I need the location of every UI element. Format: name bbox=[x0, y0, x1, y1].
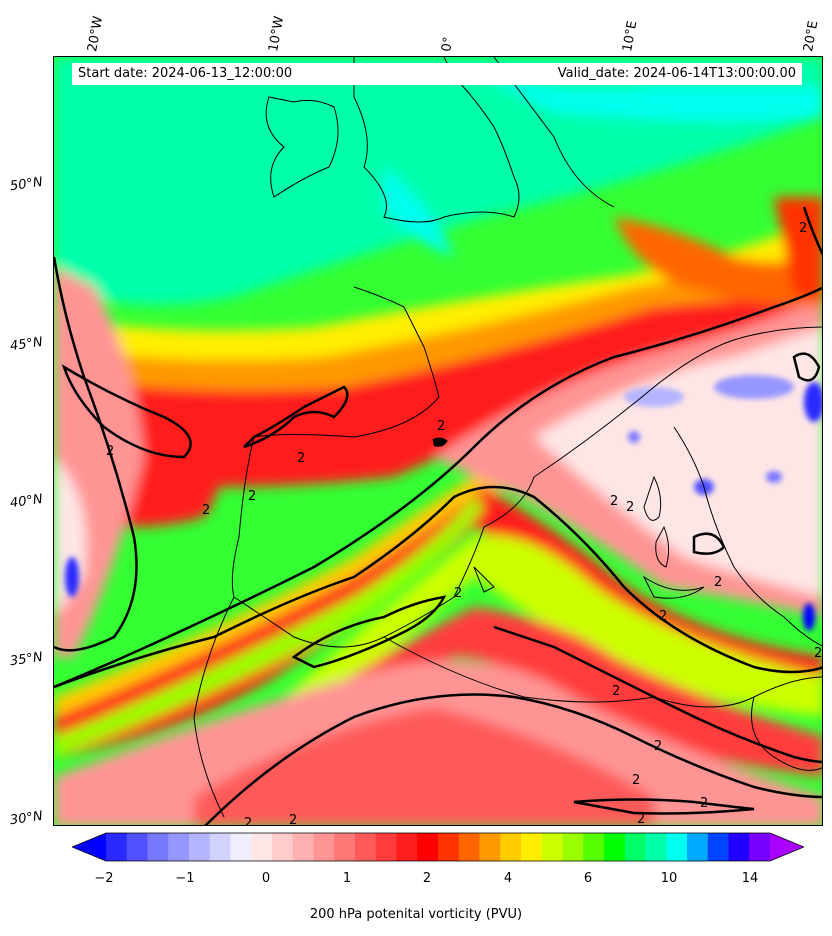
colorbar-cell bbox=[272, 833, 294, 861]
colorbar-cell bbox=[604, 833, 626, 861]
colorbar-cell bbox=[521, 833, 543, 861]
colorbar-cell bbox=[189, 833, 211, 861]
colorbar-extend-min bbox=[72, 833, 106, 861]
colorbar-cell bbox=[541, 833, 563, 861]
colorbar-cell bbox=[147, 833, 169, 861]
pv-field: 2 2 2 2 2 2 2 2 2 2 2 2 2 2 2 2 2 2 2 bbox=[54, 57, 822, 826]
colorbar-cell bbox=[749, 833, 771, 861]
colorbar-tick-4: 4 bbox=[503, 871, 513, 886]
colorbar-cell bbox=[562, 833, 584, 861]
colorbar-cell bbox=[126, 833, 148, 861]
colorbar-cell bbox=[209, 833, 231, 861]
colorbar-cell bbox=[458, 833, 480, 861]
pv-map: 2 2 2 2 2 2 2 2 2 2 2 2 2 2 2 2 2 2 2 bbox=[53, 56, 823, 826]
svg-text:2: 2 bbox=[202, 503, 210, 518]
lat-label-50n: 50°N bbox=[9, 174, 44, 195]
lon-label-20w: 20°W bbox=[85, 15, 107, 54]
colorbar-cells bbox=[72, 832, 804, 862]
colorbar-cell bbox=[313, 833, 335, 861]
svg-text:2: 2 bbox=[654, 739, 662, 754]
colorbar-cell bbox=[666, 833, 688, 861]
colorbar-cell bbox=[624, 833, 646, 861]
svg-text:2: 2 bbox=[632, 773, 640, 788]
svg-text:2: 2 bbox=[659, 609, 667, 624]
svg-text:2: 2 bbox=[799, 221, 807, 236]
colorbar-cell bbox=[251, 833, 273, 861]
colorbar-cell bbox=[396, 833, 418, 861]
colorbar-tick-2: 2 bbox=[422, 871, 432, 886]
colorbar bbox=[72, 832, 804, 862]
lon-label-10e: 10°E bbox=[620, 19, 641, 54]
svg-text:2: 2 bbox=[244, 816, 252, 826]
colorbar-label: 200 hPa potenital vorticity (PVU) bbox=[309, 907, 523, 922]
colorbar-extend-max bbox=[770, 833, 804, 861]
colorbar-cell bbox=[355, 833, 377, 861]
colorbar-cell bbox=[479, 833, 501, 861]
colorbar-cell bbox=[292, 833, 314, 861]
colorbar-tick-0: 0 bbox=[261, 871, 271, 886]
svg-text:2: 2 bbox=[297, 451, 305, 466]
colorbar-cell bbox=[334, 833, 356, 861]
colorbar-cell bbox=[438, 833, 460, 861]
svg-text:2: 2 bbox=[612, 684, 620, 699]
colorbar-cell bbox=[375, 833, 397, 861]
colorbar-tick-m2: −2 bbox=[94, 871, 114, 886]
colorbar-cell bbox=[168, 833, 190, 861]
contour-labels: 2 2 2 2 2 2 2 2 2 2 2 2 2 2 2 2 2 2 2 bbox=[106, 221, 822, 826]
colorbar-tick-6: 6 bbox=[583, 871, 593, 886]
colorbar-tick-10: 10 bbox=[660, 871, 678, 886]
pv-2-contours bbox=[54, 206, 822, 825]
colorbar-tick-1: 1 bbox=[342, 871, 352, 886]
lat-label-30n: 30°N bbox=[9, 808, 44, 829]
colorbar-cell bbox=[230, 833, 252, 861]
svg-text:2: 2 bbox=[700, 796, 708, 811]
colorbar-cell bbox=[583, 833, 605, 861]
svg-text:2: 2 bbox=[814, 646, 822, 661]
svg-text:2: 2 bbox=[637, 812, 645, 826]
svg-text:2: 2 bbox=[248, 489, 256, 504]
lat-label-45n: 45°N bbox=[9, 334, 44, 355]
lat-label-40n: 40°N bbox=[9, 491, 44, 512]
colorbar-cell bbox=[728, 833, 750, 861]
colorbar-outline bbox=[72, 832, 804, 862]
valid-date-text: Valid_date: 2024-06-14T13:00:00.00 bbox=[557, 66, 796, 81]
colorbar-cell bbox=[687, 833, 709, 861]
svg-text:2: 2 bbox=[626, 500, 634, 515]
colorbar-cell bbox=[106, 833, 128, 861]
svg-text:2: 2 bbox=[610, 494, 618, 509]
colorbar-tick-m1: −1 bbox=[175, 871, 195, 886]
svg-text:2: 2 bbox=[454, 586, 462, 601]
start-date-text: Start date: 2024-06-13_12:00:00 bbox=[78, 66, 293, 81]
colorbar-cell bbox=[707, 833, 729, 861]
svg-text:2: 2 bbox=[106, 444, 114, 459]
lat-label-35n: 35°N bbox=[9, 649, 44, 670]
svg-text:2: 2 bbox=[437, 419, 445, 434]
svg-text:2: 2 bbox=[289, 813, 297, 826]
colorbar-cell bbox=[417, 833, 439, 861]
lon-label-10w: 10°W bbox=[266, 15, 288, 54]
date-header: Start date: 2024-06-13_12:00:00 Valid_da… bbox=[72, 63, 802, 85]
colorbar-tick-14: 14 bbox=[741, 871, 759, 886]
colorbar-cell bbox=[500, 833, 522, 861]
coastlines bbox=[193, 57, 822, 818]
colorbar-cell bbox=[645, 833, 667, 861]
pv-negative-areas bbox=[65, 375, 822, 631]
lon-label-20e: 20°E bbox=[801, 19, 822, 54]
lon-label-0: 0° bbox=[439, 35, 457, 53]
svg-text:2: 2 bbox=[714, 575, 722, 590]
